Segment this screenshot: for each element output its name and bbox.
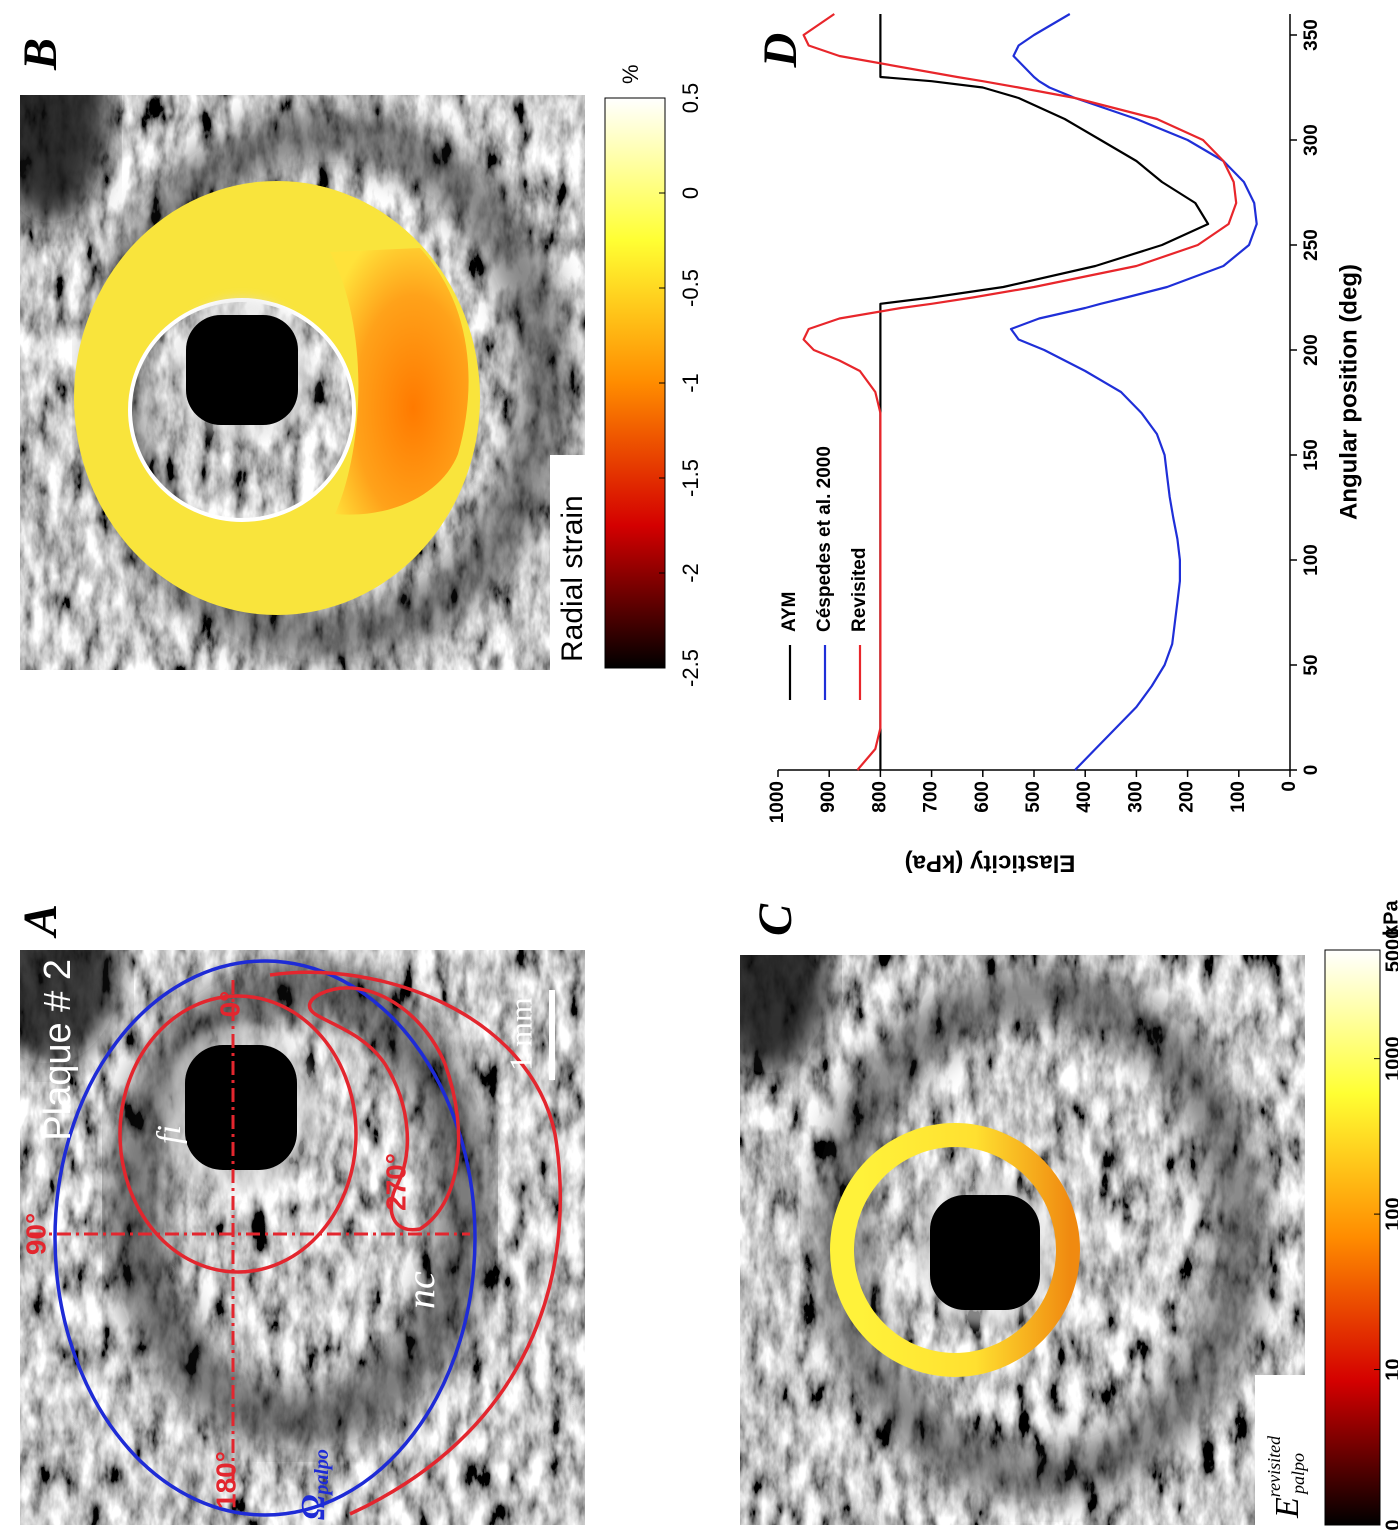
colorbar-body (1324, 949, 1381, 1526)
label-box (550, 455, 598, 670)
lumen (930, 1195, 1040, 1310)
angle-label: 0° (214, 991, 245, 1018)
ultrasound-image (20, 95, 585, 670)
x-tick-label: 0 (1301, 765, 1322, 776)
y-tick-label: 1000 (767, 781, 788, 823)
lumen (186, 315, 298, 425)
panel-letter: D (754, 33, 807, 69)
omega-label: Ωpalpo (295, 1449, 333, 1520)
region-label: fi (151, 1125, 188, 1144)
colorbar-tick-label: 1000 (1382, 1036, 1398, 1081)
x-tick-label: 300 (1301, 124, 1322, 156)
y-tick-label: 100 (1228, 781, 1249, 813)
colorbar-tick-label: -2.5 (678, 649, 703, 687)
strain-region (330, 248, 469, 515)
plaque-title: Plaque # 2 (37, 959, 79, 1141)
colorbar-unit: % (618, 64, 643, 84)
y-tick-label: 400 (1074, 781, 1095, 813)
angle-label: 90° (20, 1213, 51, 1255)
lumen (185, 1045, 297, 1170)
legend-label: AYM (779, 592, 800, 632)
x-tick-label: 100 (1301, 544, 1322, 576)
colorbar-tick-label: 0 (1382, 1519, 1398, 1530)
contour-inner (118, 994, 358, 1274)
modulus-symbol: E (1269, 1497, 1306, 1519)
colorbar-label: Radial strain (556, 495, 589, 662)
colorbar-tick-label: 5000 (1382, 928, 1398, 973)
modulus-superscript: revisited (1264, 1435, 1284, 1497)
y-tick-label: 600 (972, 781, 993, 813)
chart: 0 50 100 150 200 250 300 350 0 100 200 300 400 500 600… (767, 13, 1362, 877)
colorbar-tick-label: -2 (678, 563, 703, 583)
contour-omega (53, 959, 477, 1517)
modulus-label: Erevisited palpo (1264, 1435, 1308, 1519)
x-tick-label: 350 (1301, 19, 1322, 51)
colorbar-tick-label: -1.5 (678, 459, 703, 497)
contour-nc (307, 986, 461, 1232)
y-tick-label: 500 (1023, 781, 1044, 813)
panel-letter: B (14, 38, 67, 71)
y-tick-label: 700 (921, 781, 942, 813)
colorbar-tick-label: 100 (1382, 1197, 1398, 1230)
y-axis-title: Elasticity (kPa) (905, 850, 1076, 877)
x-axis-title: Angular position (deg) (1335, 264, 1362, 520)
omega-symbol: Ω (295, 1495, 332, 1520)
y-tick-label: 200 (1177, 781, 1198, 813)
region-label: nc (398, 1271, 443, 1309)
angle-label: 270° (380, 1153, 411, 1211)
colorbar: 0 10 100 1000 5000 (1324, 928, 1398, 1531)
dark-region (740, 955, 830, 1074)
colorbar-body (604, 97, 666, 669)
y-tick-label: 0 (1279, 781, 1300, 792)
scale-bar-label: 1 mm (502, 997, 538, 1071)
modulus-subscript: palpo (1288, 1453, 1308, 1496)
x-tick-label: 150 (1301, 439, 1322, 471)
colorbar-tick-label: 0.5 (678, 83, 703, 114)
colorbar-tick-label: 10 (1382, 1358, 1398, 1380)
omega-subscript: palpo (311, 1449, 333, 1497)
panel-letter: C (749, 903, 802, 936)
colorbar: -2.5 -2 -1.5 -1 -0.5 0 0.5 (604, 83, 703, 687)
y-tick-label: 900 (818, 781, 839, 813)
y-tick-label: 300 (1125, 781, 1146, 813)
panel-letter: A (14, 904, 67, 939)
label-box (1255, 1375, 1310, 1525)
legend-label: Céspedes et al. 2000 (814, 446, 835, 632)
elasticity-ring (830, 1123, 1080, 1377)
colorbar-tick-label: -1 (678, 373, 703, 393)
series-line (1009, 13, 1258, 771)
colorbar-tick-label: -0.5 (678, 269, 703, 307)
ultrasound-image (20, 950, 585, 1525)
colorbar-unit: kPa (1380, 900, 1398, 936)
legend-label: Revisited (849, 548, 870, 632)
colorbar-tick-label: 0 (678, 187, 703, 199)
dark-region (20, 95, 110, 224)
dark-region (20, 950, 120, 1064)
series-line (802, 13, 1238, 771)
ultrasound-image (740, 955, 1305, 1525)
x-tick-label: 50 (1301, 654, 1322, 675)
rotated-figure: Plaque # 2 0° 90° 180° 270° fi nc Ωpalpo… (14, 13, 1398, 1531)
y-tick-label: 800 (869, 781, 890, 813)
angle-label: 180° (210, 1451, 241, 1509)
contour-outer (269, 970, 563, 1516)
x-tick-label: 200 (1301, 334, 1322, 366)
x-tick-label: 250 (1301, 229, 1322, 261)
